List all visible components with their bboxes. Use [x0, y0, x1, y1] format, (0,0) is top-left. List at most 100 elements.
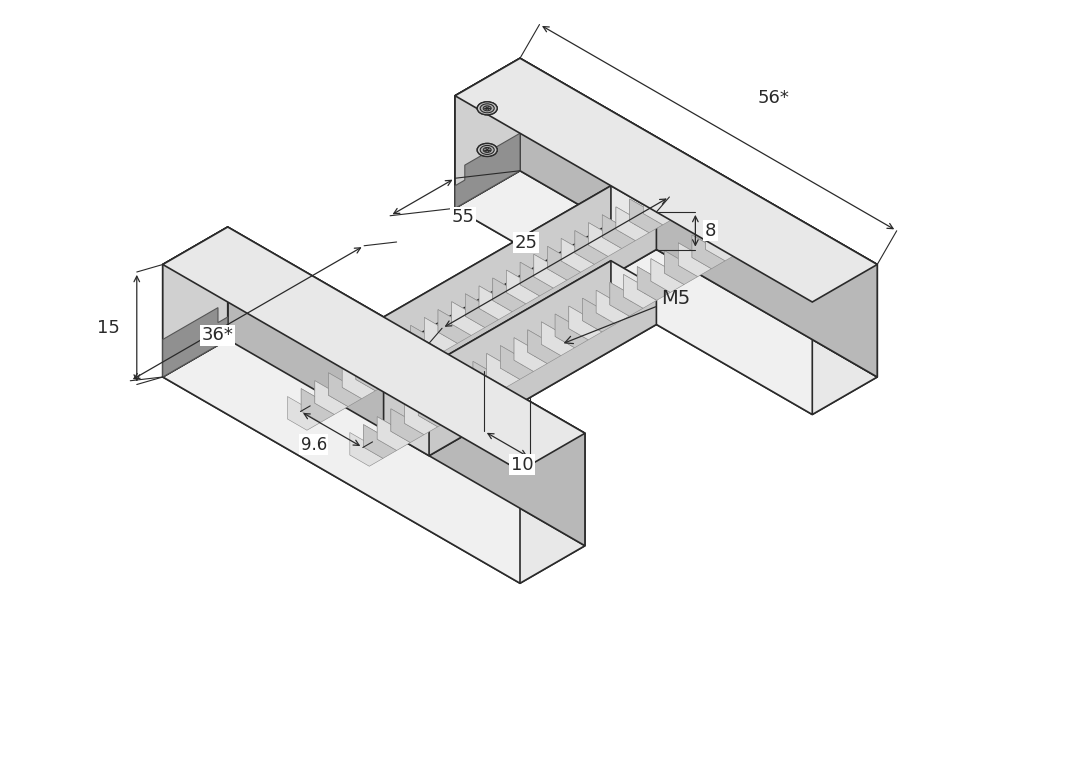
Polygon shape: [541, 314, 575, 356]
Polygon shape: [455, 133, 520, 209]
Text: M5: M5: [565, 289, 691, 344]
Polygon shape: [163, 308, 228, 377]
Text: 8: 8: [705, 222, 716, 240]
Ellipse shape: [477, 143, 497, 156]
Ellipse shape: [483, 106, 491, 110]
Polygon shape: [410, 318, 444, 359]
Ellipse shape: [483, 147, 491, 153]
Polygon shape: [616, 199, 649, 241]
Text: 56*: 56*: [757, 89, 789, 107]
Polygon shape: [384, 186, 657, 344]
Polygon shape: [383, 334, 417, 375]
Polygon shape: [520, 255, 553, 296]
Polygon shape: [630, 191, 663, 232]
Polygon shape: [583, 290, 615, 332]
Polygon shape: [561, 231, 595, 272]
Polygon shape: [163, 227, 585, 471]
Polygon shape: [624, 267, 657, 308]
Polygon shape: [384, 261, 611, 430]
Text: 15: 15: [97, 319, 120, 337]
Polygon shape: [163, 308, 228, 377]
Polygon shape: [520, 433, 585, 583]
Polygon shape: [657, 175, 691, 217]
Ellipse shape: [480, 146, 494, 154]
Polygon shape: [596, 282, 630, 324]
Polygon shape: [455, 58, 520, 209]
Polygon shape: [384, 298, 657, 456]
Polygon shape: [651, 251, 684, 292]
Ellipse shape: [480, 104, 494, 113]
Polygon shape: [528, 322, 561, 364]
Polygon shape: [455, 171, 877, 414]
Polygon shape: [459, 361, 492, 403]
Polygon shape: [719, 211, 753, 253]
Polygon shape: [432, 377, 465, 419]
Polygon shape: [637, 258, 670, 301]
Polygon shape: [664, 243, 698, 285]
Ellipse shape: [483, 147, 491, 153]
Ellipse shape: [477, 102, 497, 115]
Polygon shape: [588, 215, 622, 256]
Polygon shape: [452, 294, 484, 335]
Polygon shape: [533, 246, 567, 288]
Text: 10: 10: [511, 456, 533, 473]
Polygon shape: [548, 239, 580, 280]
Ellipse shape: [477, 143, 497, 156]
Text: 36*: 36*: [201, 326, 233, 344]
Polygon shape: [520, 58, 877, 377]
Polygon shape: [377, 409, 410, 450]
Text: 25: 25: [514, 234, 537, 252]
Polygon shape: [813, 265, 877, 414]
Polygon shape: [418, 385, 452, 426]
Polygon shape: [350, 425, 383, 466]
Polygon shape: [501, 337, 533, 380]
Polygon shape: [455, 58, 877, 302]
Polygon shape: [455, 58, 877, 302]
Polygon shape: [520, 58, 877, 377]
Ellipse shape: [480, 146, 494, 154]
Polygon shape: [445, 369, 479, 411]
Polygon shape: [555, 306, 588, 347]
Polygon shape: [370, 341, 403, 383]
Polygon shape: [356, 349, 389, 390]
Polygon shape: [506, 262, 540, 304]
Polygon shape: [602, 207, 635, 249]
Polygon shape: [706, 219, 739, 261]
Polygon shape: [163, 265, 520, 583]
Polygon shape: [514, 330, 548, 371]
Polygon shape: [692, 227, 726, 268]
Polygon shape: [391, 401, 424, 443]
Polygon shape: [455, 58, 520, 209]
Polygon shape: [163, 227, 228, 377]
Text: 9.6: 9.6: [300, 436, 327, 453]
Polygon shape: [610, 275, 643, 316]
Polygon shape: [384, 186, 611, 354]
Polygon shape: [228, 227, 585, 546]
Polygon shape: [405, 393, 437, 435]
Polygon shape: [287, 389, 321, 430]
Polygon shape: [455, 133, 520, 209]
Polygon shape: [437, 301, 471, 344]
Polygon shape: [163, 227, 228, 377]
Polygon shape: [429, 287, 657, 456]
Polygon shape: [384, 261, 657, 418]
Polygon shape: [163, 340, 585, 583]
Polygon shape: [343, 357, 375, 399]
Polygon shape: [163, 227, 585, 471]
Polygon shape: [424, 310, 457, 351]
Ellipse shape: [477, 102, 497, 115]
Polygon shape: [455, 96, 813, 414]
Polygon shape: [479, 278, 513, 320]
Polygon shape: [315, 373, 348, 414]
Polygon shape: [397, 325, 430, 367]
Polygon shape: [568, 298, 602, 340]
Text: 55: 55: [451, 208, 475, 226]
Ellipse shape: [483, 106, 491, 110]
Polygon shape: [384, 223, 657, 380]
Polygon shape: [466, 286, 499, 328]
Polygon shape: [301, 380, 334, 423]
Ellipse shape: [480, 104, 494, 113]
Polygon shape: [493, 270, 526, 311]
Polygon shape: [473, 354, 506, 395]
Polygon shape: [644, 183, 676, 225]
